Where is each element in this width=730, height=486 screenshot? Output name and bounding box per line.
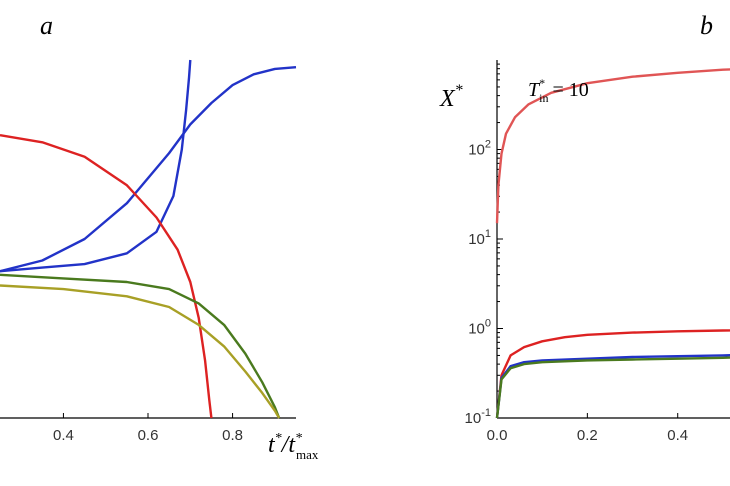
panel-b-plot: 0.0 0.2 0.4 10-1 100 101 102 [465, 60, 730, 444]
panel-b-label: b [700, 11, 713, 40]
panel-a-series-line-5 [0, 284, 281, 419]
panel-b-x-tick-label: 0.2 [577, 427, 598, 444]
panel-a-plot: 0.4 0.6 0.8 [0, 59, 297, 444]
panel-a-series-line-1 [0, 59, 192, 273]
panel-b-y-tick-label: 101 [468, 228, 491, 248]
panel-b-annotation: T* in = 10 [528, 76, 589, 105]
panel-b-series-line-1 [495, 68, 730, 224]
panel-a-label: a [40, 11, 53, 40]
panel-a-x-tick-label: 0.8 [222, 427, 243, 444]
panel-a-series-line-2 [0, 66, 297, 273]
panel-a-series-line-4 [0, 273, 281, 419]
panel-b-series-line-2 [495, 329, 730, 419]
panel-b-y-tick-label: 102 [468, 139, 491, 159]
panel-a-x-tick-label: 0.6 [138, 427, 159, 444]
panel-b-y-tick-label: 10-1 [465, 407, 491, 427]
panel-a-xlabel: t*/t* max [268, 431, 319, 462]
panel-b-x-tick-label: 0.4 [667, 427, 688, 444]
panel-b-ylabel: X* [439, 82, 463, 112]
panel-b-x-tick-label: 0.0 [487, 427, 508, 444]
panel-a-series-line-3 [0, 134, 213, 419]
panel-b-y-tick-label: 100 [468, 318, 491, 338]
panel-a-x-tick-label: 0.4 [53, 427, 74, 444]
panel-b-series-line-4 [495, 356, 730, 419]
